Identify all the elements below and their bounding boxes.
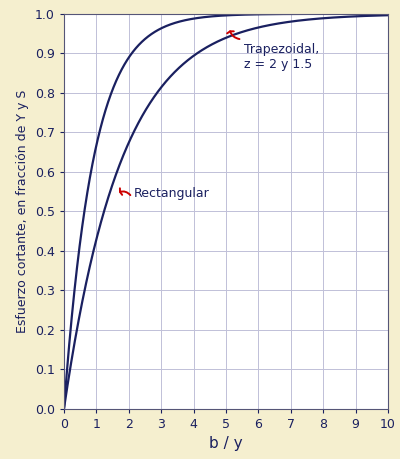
Text: Trapezoidal,
z = 2 y 1.5: Trapezoidal, z = 2 y 1.5 bbox=[244, 44, 319, 72]
Y-axis label: Esfuerzo cortante, en fracción de Y y S: Esfuerzo cortante, en fracción de Y y S bbox=[16, 90, 30, 333]
X-axis label: b / y: b / y bbox=[209, 436, 243, 451]
Text: Rectangular: Rectangular bbox=[134, 187, 210, 200]
